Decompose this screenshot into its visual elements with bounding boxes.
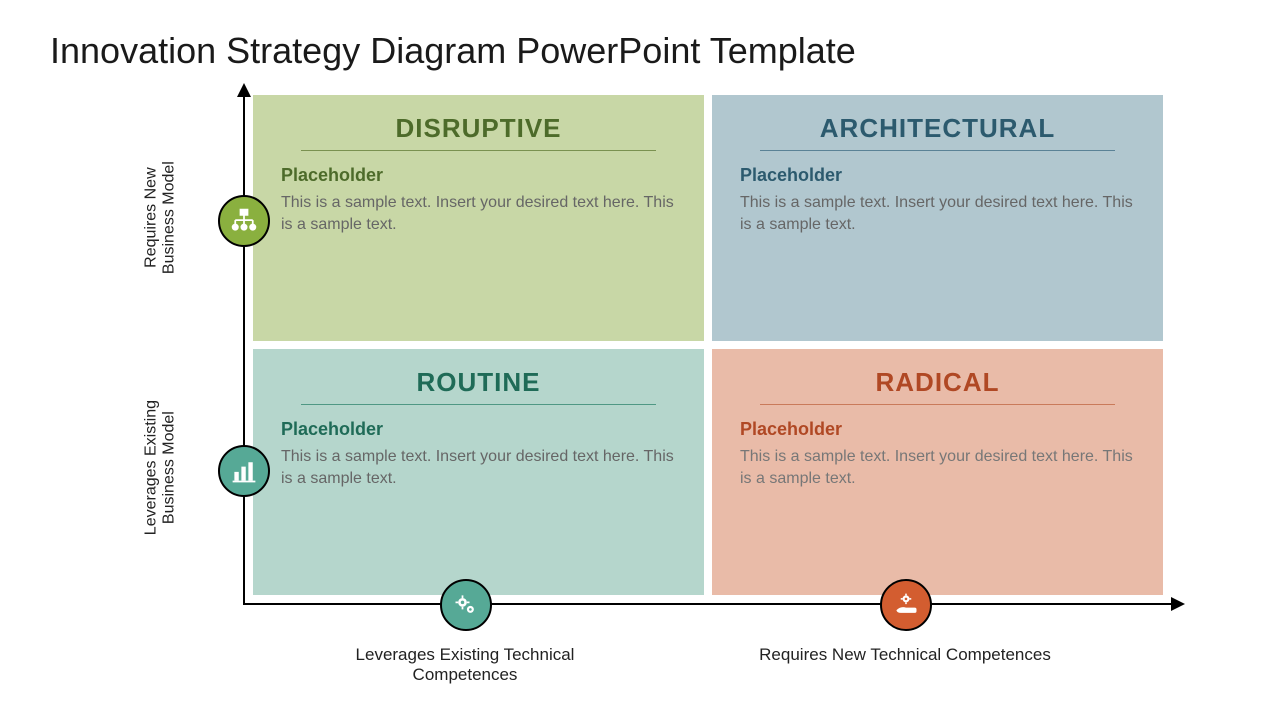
quad-subtitle: Placeholder <box>740 419 1135 440</box>
quad-body: This is a sample text. Insert your desir… <box>281 446 676 489</box>
page-title: Innovation Strategy Diagram PowerPoint T… <box>50 30 1230 72</box>
quadrant-grid: DISRUPTIVE Placeholder This is a sample … <box>253 95 1163 595</box>
quadrant-disruptive: DISRUPTIVE Placeholder This is a sample … <box>253 95 704 341</box>
x-axis-label-left: Leverages Existing Technical Competences <box>315 645 615 686</box>
y-axis-label-bottom: Leverages Existing Business Model <box>142 393 177 543</box>
quad-body: This is a sample text. Insert your desir… <box>281 192 676 235</box>
y-axis <box>243 85 245 605</box>
gears-icon <box>440 579 492 631</box>
quadrant-radical: RADICAL Placeholder This is a sample tex… <box>712 349 1163 595</box>
bar-chart-icon <box>218 445 270 497</box>
quad-divider <box>301 404 656 405</box>
quad-body: This is a sample text. Insert your desir… <box>740 192 1135 235</box>
quad-subtitle: Placeholder <box>740 165 1135 186</box>
x-axis-label-right: Requires New Technical Competences <box>755 645 1055 665</box>
org-chart-icon <box>218 195 270 247</box>
y-axis-label-top: Requires New Business Model <box>142 143 177 293</box>
quad-subtitle: Placeholder <box>281 419 676 440</box>
quad-body: This is a sample text. Insert your desir… <box>740 446 1135 489</box>
quad-divider <box>760 404 1115 405</box>
quad-title: ARCHITECTURAL <box>740 113 1135 150</box>
quad-divider <box>301 150 656 151</box>
slide: Innovation Strategy Diagram PowerPoint T… <box>0 0 1280 720</box>
quadrant-routine: ROUTINE Placeholder This is a sample tex… <box>253 349 704 595</box>
quad-title: ROUTINE <box>281 367 676 404</box>
innovation-matrix: Requires New Business Model Leverages Ex… <box>195 85 1185 645</box>
quad-divider <box>760 150 1115 151</box>
x-axis <box>243 603 1183 605</box>
hand-gear-icon <box>880 579 932 631</box>
quad-title: RADICAL <box>740 367 1135 404</box>
quad-title: DISRUPTIVE <box>281 113 676 150</box>
quadrant-architectural: ARCHITECTURAL Placeholder This is a samp… <box>712 95 1163 341</box>
quad-subtitle: Placeholder <box>281 165 676 186</box>
